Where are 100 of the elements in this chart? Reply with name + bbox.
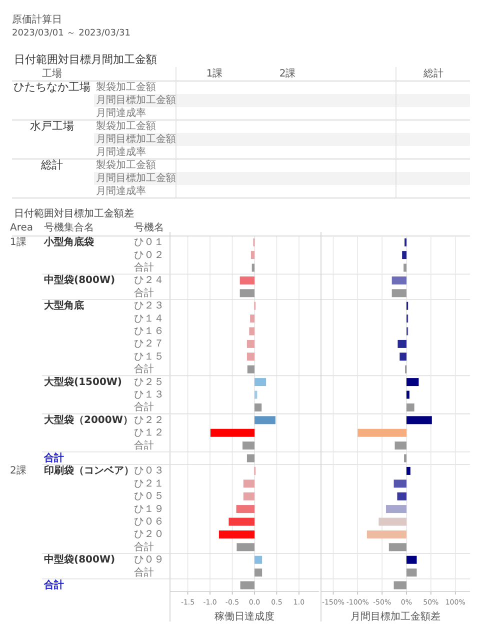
- y-tick-label: ひ２４: [134, 275, 164, 286]
- category-label: 月間達成率: [96, 108, 146, 120]
- y-axis-title: 号機名: [134, 222, 164, 234]
- bar: [394, 581, 406, 590]
- bar: [388, 543, 406, 552]
- bar: [358, 428, 406, 437]
- text: 2023/03/01 ～ 2023/03/31: [12, 28, 130, 38]
- text: 合計: [43, 452, 64, 464]
- text: 大型袋(1500W): [43, 376, 122, 388]
- bar: [210, 428, 255, 437]
- category-label: ひたちなか工場: [14, 80, 90, 94]
- category-label: 総計: [41, 158, 63, 172]
- y-tick-label: 合計: [134, 439, 154, 452]
- bar: [254, 416, 276, 424]
- category-label: 製袋加工金額: [96, 82, 156, 94]
- y-tick-label: ひ１４: [134, 313, 164, 324]
- bar: [254, 403, 262, 412]
- bar: [236, 543, 255, 552]
- bar: [254, 378, 266, 386]
- y-tick-label: 合計: [134, 286, 154, 299]
- bar: [394, 442, 406, 450]
- text: Area: [10, 222, 34, 234]
- bar: [250, 314, 255, 323]
- bar: [398, 340, 406, 348]
- bar: [406, 466, 410, 475]
- text: 中型袋(800W): [44, 554, 116, 566]
- category-label: 月間達成率: [96, 147, 146, 158]
- bar: [392, 289, 406, 298]
- y-tick-label: ひ１２: [134, 428, 164, 439]
- category-label: 月間目標加工金額: [96, 134, 176, 146]
- category-label: 水戸工場: [30, 120, 74, 133]
- bar: [406, 416, 432, 424]
- bar: [406, 390, 410, 399]
- y-tick-label: ひ０２: [134, 250, 164, 261]
- text: 小型角底袋: [43, 236, 94, 248]
- text: 大型角底: [43, 300, 84, 312]
- bar: [406, 403, 414, 412]
- bar: [242, 442, 255, 450]
- bar: [250, 251, 255, 260]
- category-label: 2課: [279, 68, 296, 80]
- bar: [406, 378, 419, 386]
- category-label: 製袋加工金額: [96, 160, 156, 172]
- category-label: 月間目標加工金額: [96, 95, 176, 106]
- y-tick-label: ひ０６: [134, 516, 164, 528]
- bar: [236, 505, 255, 514]
- category-label: 1課: [206, 68, 223, 80]
- text: 号機集合名: [44, 222, 94, 234]
- bar: [243, 480, 255, 488]
- text: 大型袋（2000W）: [43, 414, 133, 426]
- bar: [243, 492, 255, 500]
- bar: [406, 568, 417, 577]
- text: 日付範囲対目標月間加工金額: [14, 53, 157, 66]
- text: 日付範囲対目標加工金額差: [14, 208, 134, 220]
- bar: [254, 556, 262, 564]
- bar: [240, 289, 255, 298]
- bar: [218, 530, 255, 538]
- y-tick-label: 合計: [134, 540, 154, 553]
- bar: [394, 480, 406, 488]
- bar: [386, 505, 406, 514]
- x-axis-title: 月間目標加工金額差: [350, 610, 440, 622]
- bar: [397, 492, 406, 500]
- y-tick-label: ひ２５: [134, 376, 164, 388]
- text: 印刷袋（コンベア）: [44, 464, 134, 477]
- bar: [252, 264, 255, 272]
- y-tick-label: ひ２７: [134, 338, 164, 350]
- bar: [406, 556, 417, 564]
- text: 合計: [43, 578, 64, 591]
- bar: [254, 390, 258, 399]
- text: 中型袋(800W): [44, 274, 116, 286]
- bar: [240, 581, 255, 590]
- bar: [249, 327, 255, 336]
- y-tick-label: ひ０３: [134, 466, 164, 477]
- y-tick-label: 合計: [134, 363, 154, 376]
- bar: [400, 352, 406, 361]
- bar: [404, 264, 406, 272]
- category-label: 製袋加工金額: [96, 121, 156, 132]
- bar: [228, 518, 255, 526]
- bar: [392, 276, 406, 284]
- category-label: 月間目標加工金額: [96, 173, 176, 184]
- y-tick-label: ひ１３: [134, 389, 164, 400]
- y-tick-label: ひ１６: [134, 326, 164, 337]
- bar: [247, 365, 255, 374]
- category-label: 総計: [422, 68, 444, 80]
- x-axis-title: 稼働日達成度: [214, 610, 274, 622]
- text: 1課: [10, 236, 26, 248]
- category-label: 月間達成率: [96, 186, 146, 198]
- y-tick-label: ひ２０: [134, 529, 164, 540]
- y-tick-label: ひ２１: [134, 478, 164, 490]
- bar: [246, 352, 255, 361]
- bar: [246, 340, 255, 348]
- y-tick-label: 合計: [134, 401, 154, 414]
- bar: [366, 530, 406, 538]
- y-tick-label: ひ２３: [134, 300, 164, 312]
- y-tick-label: ひ１９: [134, 504, 164, 515]
- bar: [402, 251, 406, 260]
- y-tick-label: ひ０９: [134, 554, 164, 566]
- text: 工場: [42, 68, 62, 80]
- y-tick-label: 合計: [134, 261, 154, 274]
- bar: [246, 454, 255, 462]
- y-tick-label: ひ１５: [134, 351, 164, 362]
